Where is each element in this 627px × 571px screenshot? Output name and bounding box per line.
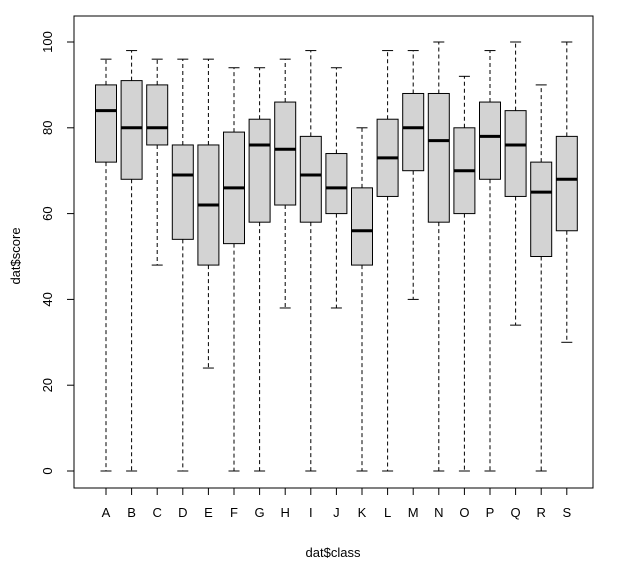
x-tick-label: F (230, 505, 238, 520)
box-i (299, 50, 322, 472)
box-series (95, 41, 578, 472)
iqr-box (95, 84, 117, 163)
x-tick-label: O (459, 505, 469, 520)
y-axis: 0 20 40 60 80 100 (40, 31, 75, 475)
box-s (555, 41, 578, 343)
box-f (223, 67, 245, 472)
x-tick-label: K (358, 505, 367, 520)
box-n (427, 41, 450, 472)
iqr-box (504, 110, 527, 197)
iqr-box (351, 187, 373, 266)
x-tick-label: E (204, 505, 213, 520)
y-tick-label: 100 (40, 31, 55, 53)
box-o (453, 75, 476, 472)
iqr-box (274, 101, 297, 206)
iqr-box (120, 80, 143, 180)
x-tick-label: R (537, 505, 546, 520)
x-tick-label: N (434, 505, 443, 520)
box-d (171, 58, 194, 472)
x-tick-label: P (486, 505, 495, 520)
iqr-box (299, 135, 322, 223)
x-tick-label: C (153, 505, 162, 520)
y-tick-label: 60 (40, 206, 55, 220)
box-a (95, 58, 117, 472)
y-axis-title: dat$score (8, 227, 23, 284)
y-tick-label: 40 (40, 292, 55, 306)
x-tick-label: S (562, 505, 571, 520)
box-p (479, 50, 501, 472)
box-e (197, 58, 220, 369)
x-tick-label: Q (511, 505, 521, 520)
box-r (530, 84, 553, 472)
box-h (274, 58, 297, 309)
x-tick-label: G (255, 505, 265, 520)
x-tick-label: I (309, 505, 313, 520)
y-tick-label: 20 (40, 378, 55, 392)
iqr-box (146, 84, 169, 146)
x-tick-label: M (408, 505, 419, 520)
iqr-box (427, 92, 450, 223)
x-axis-title: dat$class (306, 545, 361, 560)
y-tick-label: 0 (40, 467, 55, 474)
iqr-box (248, 118, 271, 223)
iqr-box (479, 101, 501, 180)
x-tick-label: L (384, 505, 391, 520)
x-tick-label: B (127, 505, 136, 520)
box-j (325, 67, 348, 309)
iqr-box (325, 153, 348, 215)
x-tick-label: J (333, 505, 340, 520)
box-c (146, 58, 169, 266)
box-b (120, 50, 143, 472)
y-tick-label: 80 (40, 121, 55, 135)
iqr-box (171, 144, 194, 240)
iqr-box (555, 135, 578, 232)
x-tick-label: A (102, 505, 111, 520)
box-q (504, 41, 527, 326)
box-k (351, 127, 373, 472)
x-tick-label: H (281, 505, 290, 520)
x-tick-label: D (178, 505, 187, 520)
iqr-box (530, 161, 553, 257)
iqr-box (402, 92, 425, 172)
box-l (376, 50, 399, 472)
box-m (402, 50, 425, 300)
box-g (248, 67, 271, 472)
